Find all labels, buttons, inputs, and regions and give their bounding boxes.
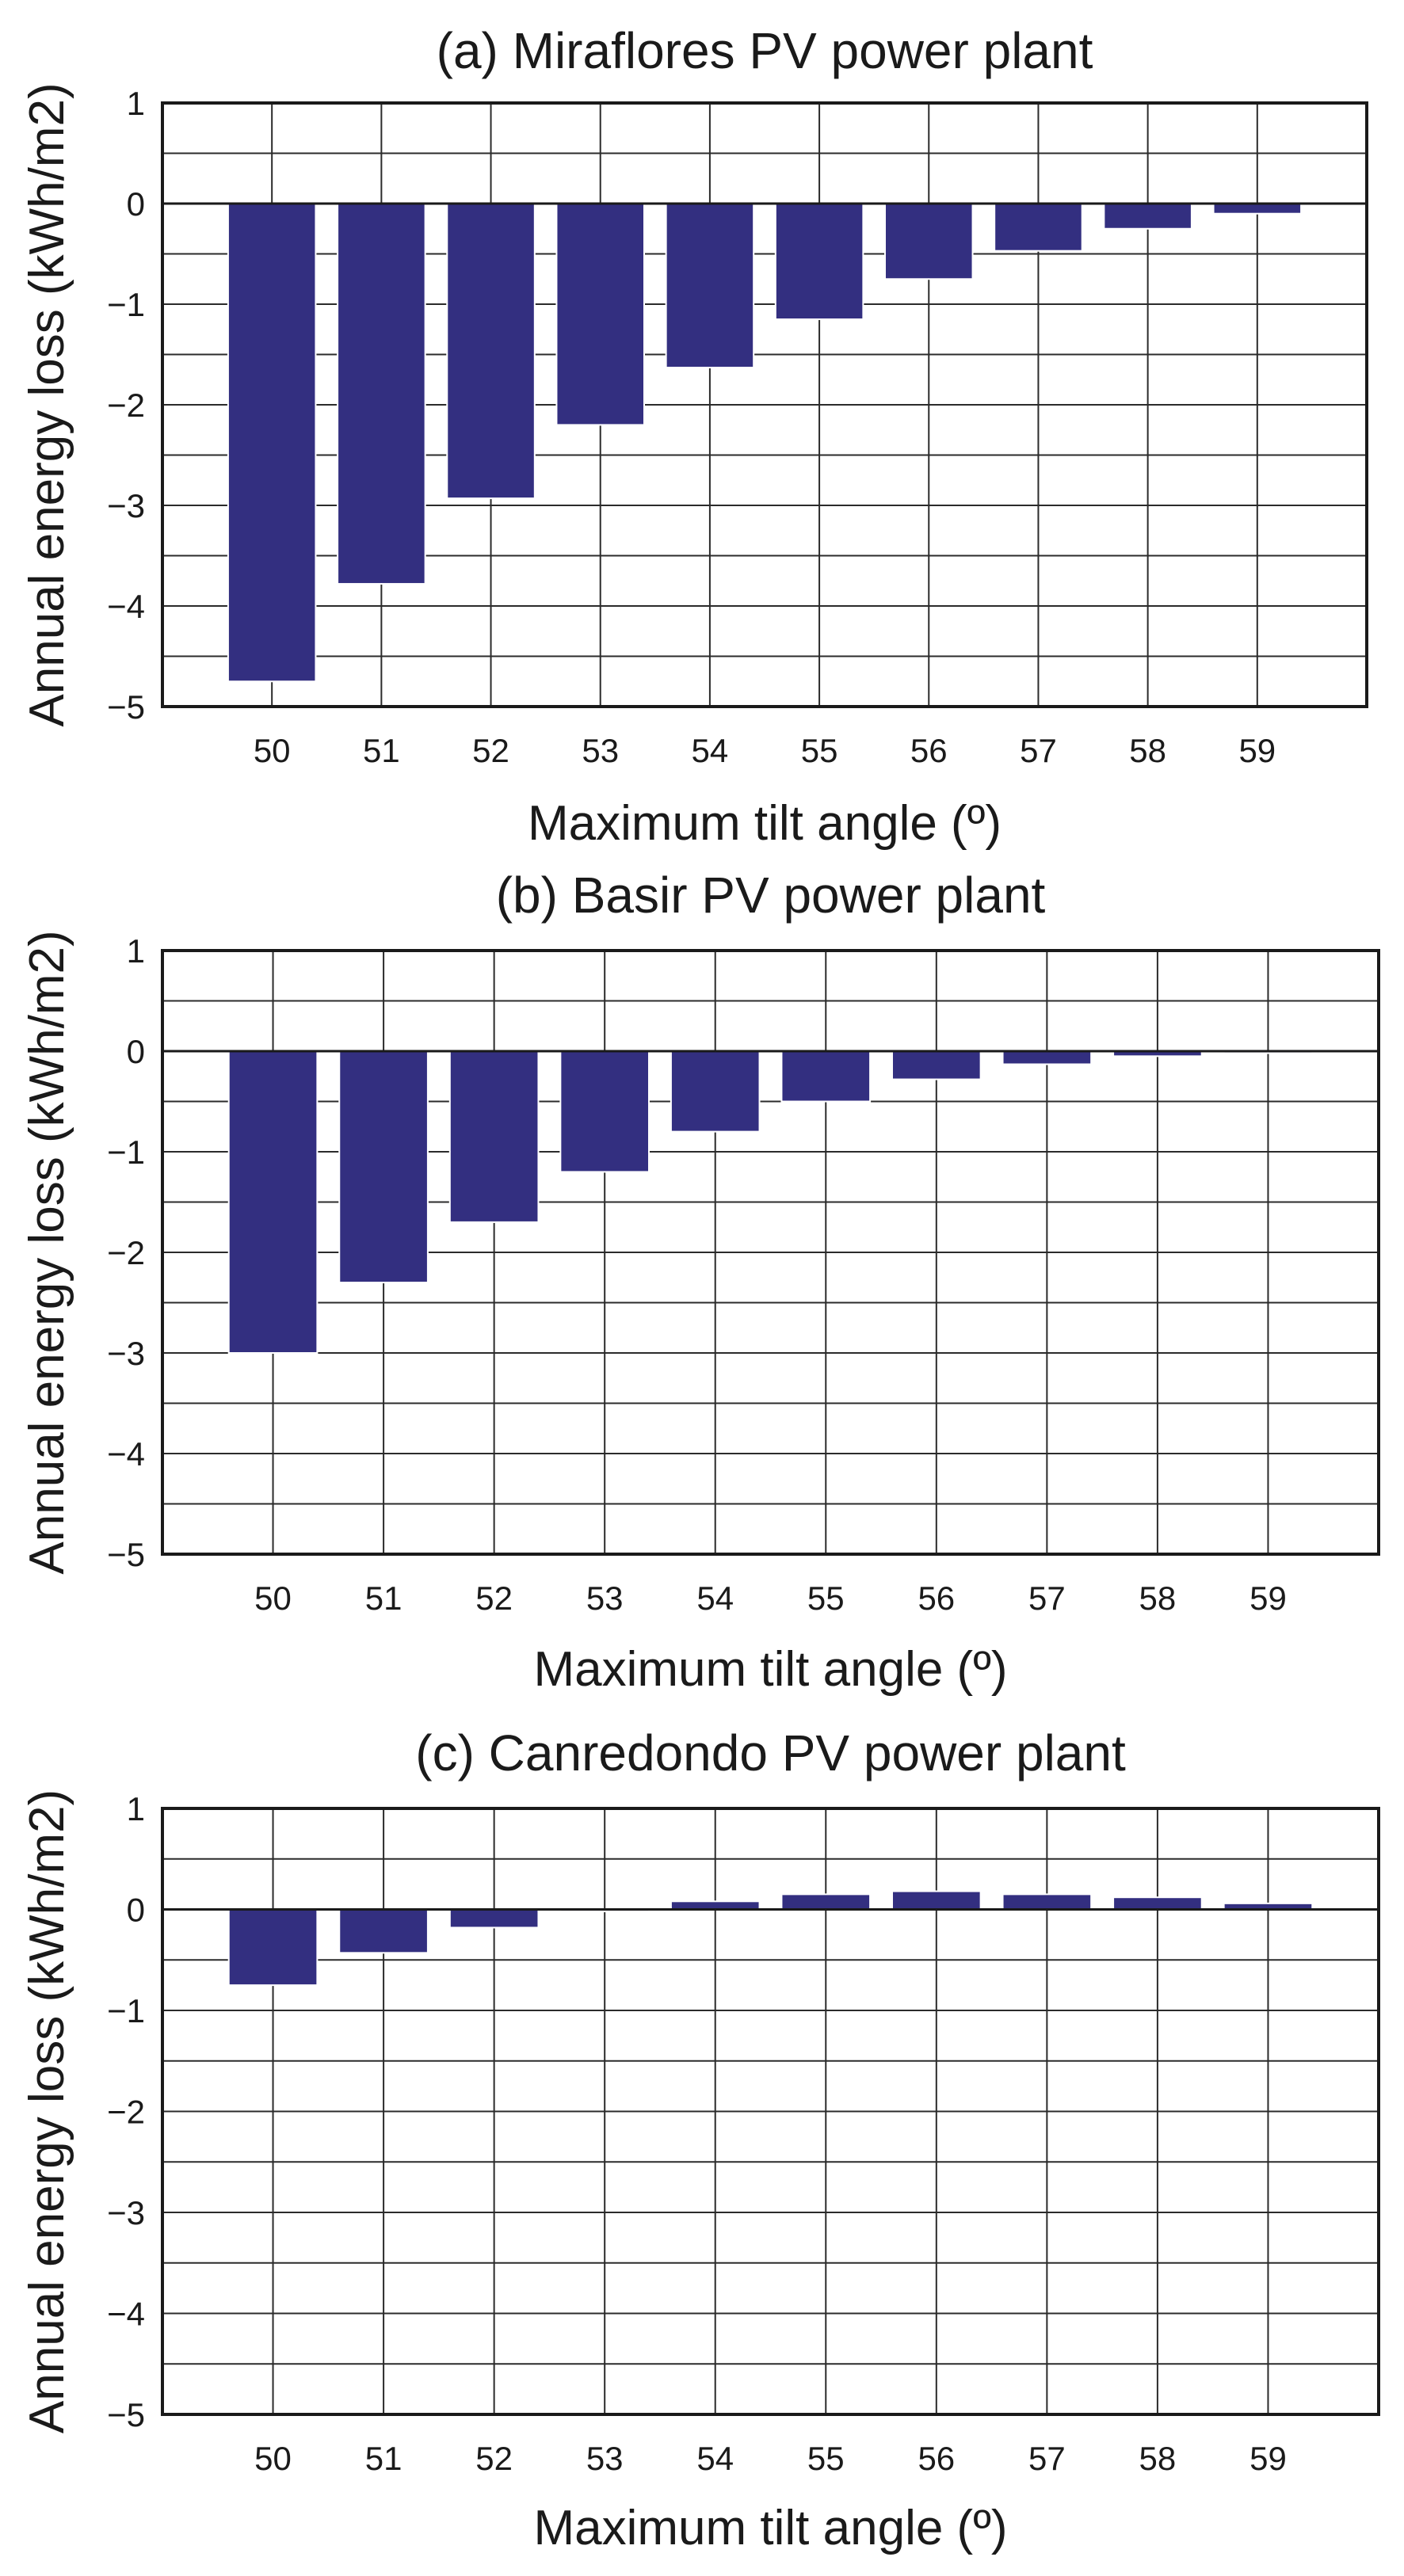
bar-52 — [448, 1908, 540, 1929]
x-tick-label: 51 — [363, 732, 400, 769]
bar-56 — [884, 203, 974, 280]
x-axis-label: Maximum tilt angle (º) — [534, 1642, 1008, 1697]
bar-53 — [555, 203, 645, 426]
y-tick-label: −3 — [107, 2194, 145, 2231]
x-tick-label: 59 — [1238, 732, 1276, 769]
bar-50 — [227, 1050, 319, 1354]
x-tick-label: 53 — [582, 732, 619, 769]
x-tick-label: 54 — [696, 2440, 734, 2477]
y-tick-label: 1 — [127, 1790, 145, 1827]
y-tick-label: −4 — [107, 1435, 145, 1473]
x-tick-label: 56 — [918, 2440, 955, 2477]
x-tick-label: 54 — [692, 732, 729, 769]
x-tick-label: 55 — [807, 1580, 845, 1617]
bar-55 — [780, 1893, 872, 1911]
bar-51 — [337, 203, 426, 585]
x-tick-label: 53 — [586, 1580, 624, 1617]
x-tick-label: 50 — [254, 1580, 292, 1617]
bar-54 — [670, 1050, 761, 1133]
y-tick-label: 1 — [127, 932, 145, 970]
y-tick-label: 0 — [127, 185, 145, 223]
bar-50 — [227, 1908, 319, 1987]
x-tick-label: 51 — [365, 1580, 403, 1617]
x-tick-label: 58 — [1139, 2440, 1177, 2477]
y-tick-label: −5 — [107, 688, 145, 726]
y-tick-label: −3 — [107, 1335, 145, 1372]
y-tick-label: −4 — [107, 588, 145, 625]
bar-54 — [670, 1900, 761, 1911]
y-axis-label: Annual energy loss (kWh/m2) — [20, 82, 74, 726]
x-tick-label: 50 — [254, 2440, 292, 2477]
chart-title: (b) Basir PV power plant — [496, 867, 1046, 924]
x-tick-label: 57 — [1028, 1580, 1066, 1617]
y-axis-label: Annual energy loss (kWh/m2) — [20, 1789, 74, 2433]
y-tick-label: −5 — [107, 2396, 145, 2433]
chart-title: (c) Canredondo PV power plant — [415, 1724, 1126, 1781]
y-tick-label: −4 — [107, 2296, 145, 2333]
y-tick-label: −1 — [107, 286, 145, 323]
x-tick-label: 53 — [586, 2440, 624, 2477]
chart-panel-1: 1 0 −1 −2 −3 −4 −5 50 51 52 53 54 55 56 57 58 59 (a) Mira… — [20, 22, 1368, 851]
bar-58 — [1103, 203, 1192, 230]
x-axis-label: Maximum tilt angle (º) — [528, 796, 1001, 851]
y-axis-label: Annual energy loss (kWh/m2) — [20, 930, 74, 1574]
chart-title: (a) Miraflores PV power plant — [437, 22, 1093, 79]
y-tick-label: −2 — [107, 1234, 145, 1271]
y-tick-label: −2 — [107, 2094, 145, 2131]
x-tick-label: 58 — [1129, 732, 1166, 769]
x-tick-label: 59 — [1249, 1580, 1287, 1617]
bar-56 — [891, 1050, 982, 1080]
bar-54 — [665, 203, 755, 369]
x-tick-label: 52 — [472, 732, 509, 769]
bar-57 — [1001, 1050, 1093, 1065]
x-tick-label: 52 — [475, 1580, 513, 1617]
x-tick-label: 57 — [1028, 2440, 1066, 2477]
y-tick-label: 1 — [127, 85, 145, 122]
x-tick-label: 50 — [254, 732, 291, 769]
x-tick-label: 54 — [696, 1580, 734, 1617]
chart-panel-2: 1 0 −1 −2 −3 −4 −5 50 51 52 53 54 55 56 57 58 59 (b) Basi… — [20, 867, 1380, 1697]
x-tick-label: 59 — [1249, 2440, 1287, 2477]
y-tick-label: −5 — [107, 1536, 145, 1573]
x-tick-label: 56 — [918, 1580, 955, 1617]
plot-frame — [161, 101, 1368, 708]
bar-59 — [1212, 203, 1303, 215]
chart-panel-3: 1 0 −1 −2 −3 −4 −5 50 51 52 53 54 55 56 57 58 59 (c) Canr… — [20, 1724, 1380, 2555]
bar-50 — [227, 203, 317, 683]
x-tick-label: 56 — [910, 732, 948, 769]
plot-frame — [161, 1807, 1380, 2416]
x-tick-label: 55 — [801, 732, 838, 769]
bar-52 — [446, 203, 536, 500]
bar-52 — [448, 1050, 540, 1223]
bar-51 — [338, 1908, 429, 1954]
y-tick-label: 0 — [127, 1892, 145, 1929]
y-tick-label: 0 — [127, 1033, 145, 1070]
y-tick-label: −1 — [107, 1992, 145, 2029]
y-tick-label: −3 — [107, 487, 145, 524]
bar-56 — [891, 1890, 982, 1911]
bar-51 — [338, 1050, 429, 1284]
bar-57 — [994, 203, 1083, 252]
bar-58 — [1112, 1896, 1203, 1911]
bar-55 — [774, 203, 864, 321]
x-tick-label: 58 — [1139, 1580, 1177, 1617]
x-tick-label: 57 — [1020, 732, 1057, 769]
bar-55 — [780, 1050, 872, 1103]
x-tick-label: 55 — [807, 2440, 845, 2477]
x-tick-label: 51 — [365, 2440, 403, 2477]
x-axis-label: Maximum tilt angle (º) — [534, 2501, 1008, 2555]
y-tick-label: −2 — [107, 387, 145, 424]
plot-frame — [161, 949, 1380, 1556]
bar-57 — [1001, 1893, 1093, 1911]
x-tick-label: 52 — [475, 2440, 513, 2477]
y-tick-label: −1 — [107, 1134, 145, 1171]
bar-53 — [559, 1050, 650, 1173]
